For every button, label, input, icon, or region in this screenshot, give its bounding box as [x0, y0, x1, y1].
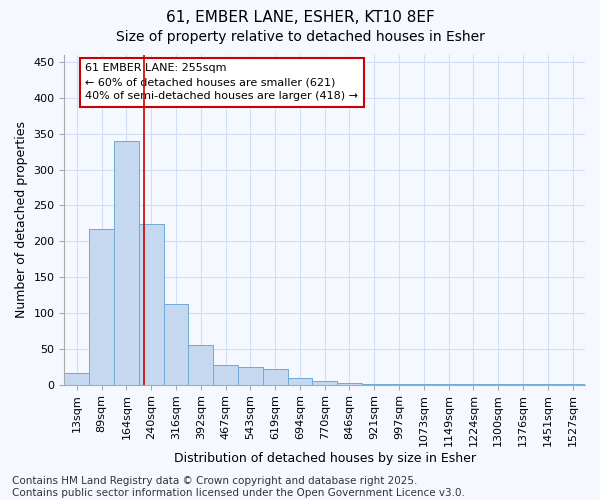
- Text: Contains HM Land Registry data © Crown copyright and database right 2025.
Contai: Contains HM Land Registry data © Crown c…: [12, 476, 465, 498]
- Bar: [263, 369, 287, 384]
- X-axis label: Distribution of detached houses by size in Esher: Distribution of detached houses by size …: [174, 452, 476, 465]
- Bar: [238, 366, 263, 384]
- Y-axis label: Number of detached properties: Number of detached properties: [15, 122, 28, 318]
- Bar: [114, 141, 139, 384]
- Bar: [164, 304, 188, 384]
- Text: 61 EMBER LANE: 255sqm
← 60% of detached houses are smaller (621)
40% of semi-det: 61 EMBER LANE: 255sqm ← 60% of detached …: [85, 63, 358, 101]
- Bar: [287, 378, 313, 384]
- Text: Size of property relative to detached houses in Esher: Size of property relative to detached ho…: [116, 30, 484, 44]
- Text: 61, EMBER LANE, ESHER, KT10 8EF: 61, EMBER LANE, ESHER, KT10 8EF: [166, 10, 434, 25]
- Bar: [313, 381, 337, 384]
- Bar: [213, 366, 238, 384]
- Bar: [188, 345, 213, 385]
- Bar: [64, 373, 89, 384]
- Bar: [337, 383, 362, 384]
- Bar: [89, 229, 114, 384]
- Bar: [139, 224, 164, 384]
